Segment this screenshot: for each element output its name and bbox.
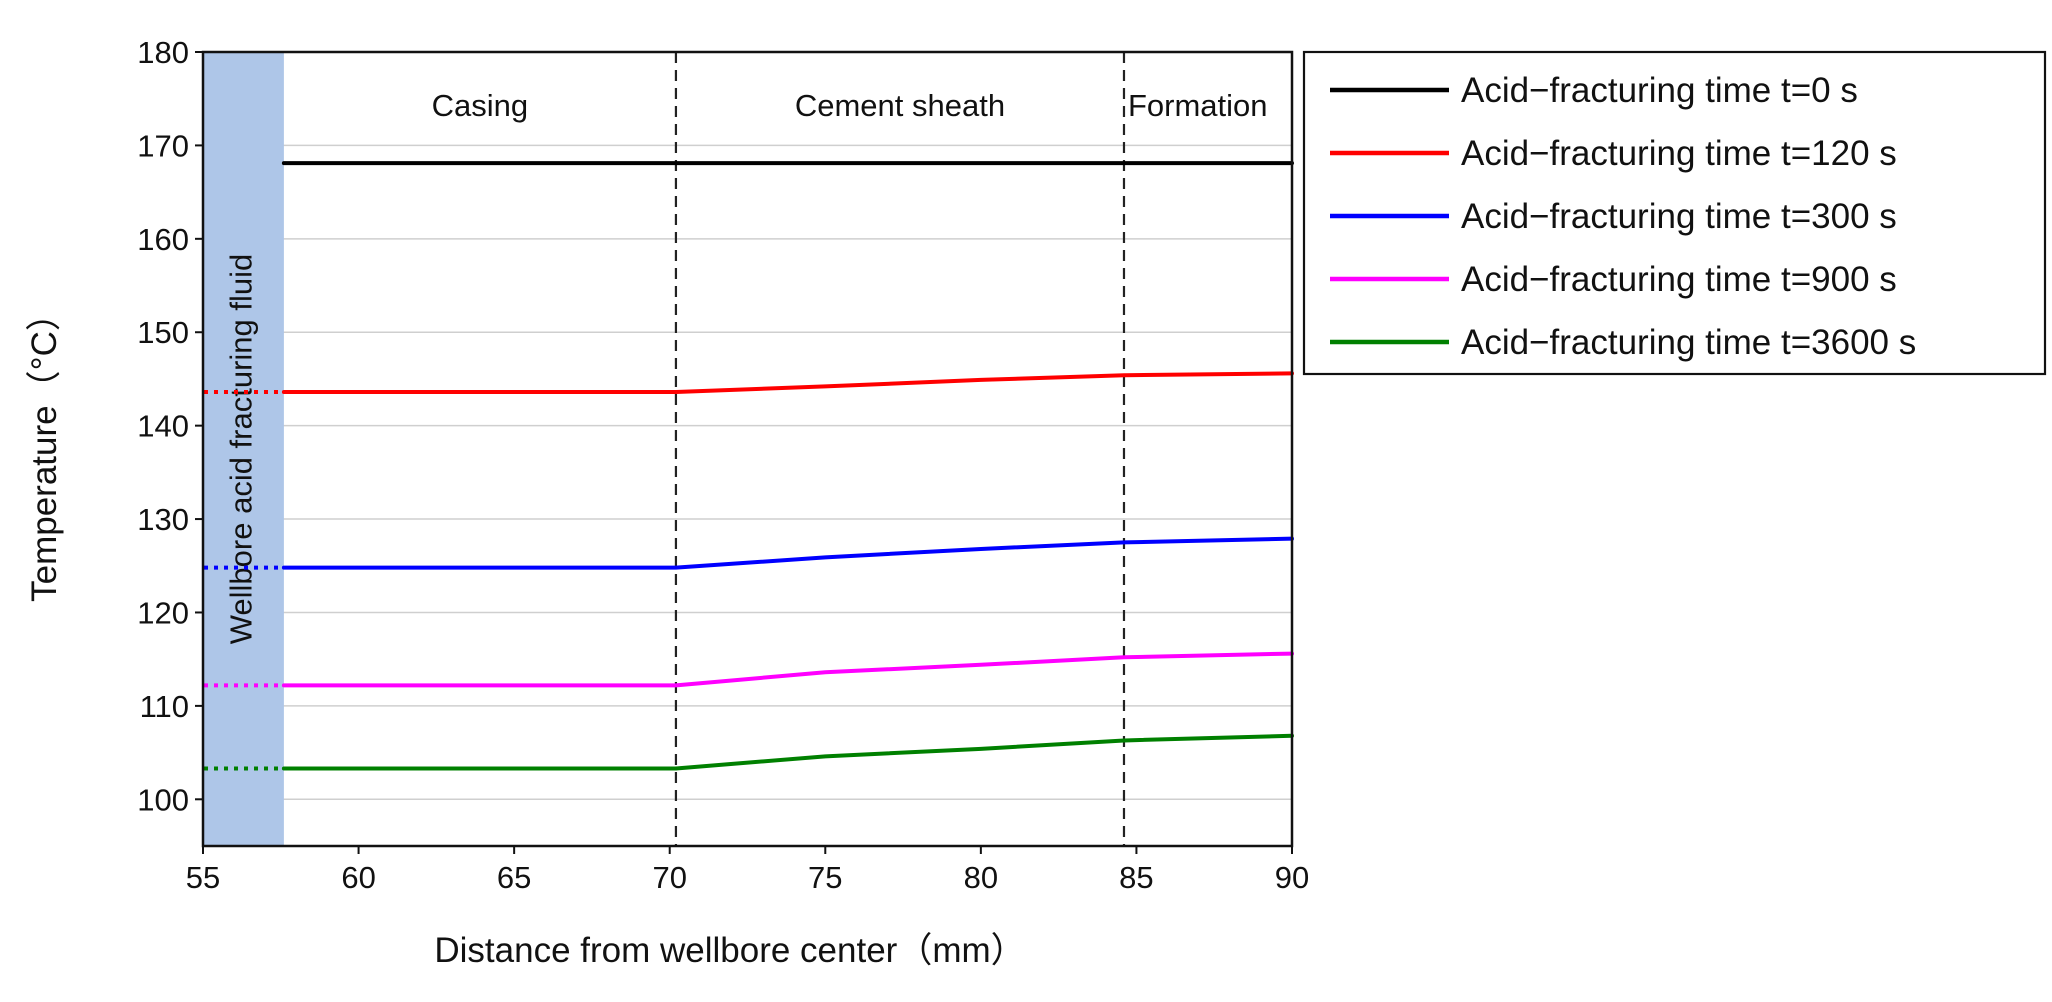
y-tick-label: 150 [137,315,189,350]
x-tick-label: 90 [1275,860,1309,895]
y-tick-label: 120 [137,595,189,630]
series-line-4 [281,733,1294,771]
zone-boundaries [674,52,1126,846]
y-tick-label: 110 [140,689,189,724]
x-tick-label: 80 [964,860,998,895]
legend: Acid−fracturing time t=0 s Acid−fracturin… [1302,50,2047,376]
plot-frame [201,50,1294,848]
x-tick-label: 65 [497,860,531,895]
series-line-2 [281,536,1294,570]
x-tick-label: 85 [1119,860,1153,895]
x-axis-title: Distance from wellbore center（mm） [434,931,1025,970]
y-axis-title: Temperature（°C） [25,296,64,602]
legend-label-2: Acid−fracturing time t=300 s [1461,197,1897,236]
series-line-3 [281,651,1294,688]
y-tick-label: 100 [137,782,189,817]
y-tick-label: 160 [137,222,189,257]
fluid-region-label: Wellbore acid fracturing fluid [224,254,259,645]
x-tick-label: 55 [186,860,220,895]
zone-label-formation: Formation [1128,88,1268,123]
y-tick-label: 140 [137,409,189,444]
legend-box [1302,50,2047,376]
zone-labels: Casing Cement sheath Formation [432,88,1268,123]
legend-label-4: Acid−fracturing time t=3600 s [1461,323,1916,362]
axis-ticks: 55 60 65 70 75 80 85 90 100 110 120 130 140 150 160 170… [137,35,1309,895]
y-tick-label: 170 [137,128,189,163]
fluid-region-band [203,52,284,846]
legend-label-1: Acid−fracturing time t=120 s [1461,134,1897,173]
series-line-1 [281,371,1294,395]
data-series [204,161,1294,771]
y-tick-label: 180 [137,35,189,70]
y-tick-label: 130 [137,502,189,537]
fluid-region: Wellbore acid fracturing fluid [203,52,284,846]
legend-label-3: Acid−fracturing time t=900 s [1461,260,1897,299]
plot-frame-border [201,50,1294,848]
x-tick-label: 75 [808,860,842,895]
zone-label-cement-sheath: Cement sheath [795,88,1005,123]
x-tick-label: 70 [652,860,686,895]
axis-titles: Distance from wellbore center（mm） Tempera… [25,296,1026,970]
legend-label-0: Acid−fracturing time t=0 s [1461,71,1858,110]
x-tick-label: 60 [341,860,375,895]
zone-label-casing: Casing [432,88,529,123]
